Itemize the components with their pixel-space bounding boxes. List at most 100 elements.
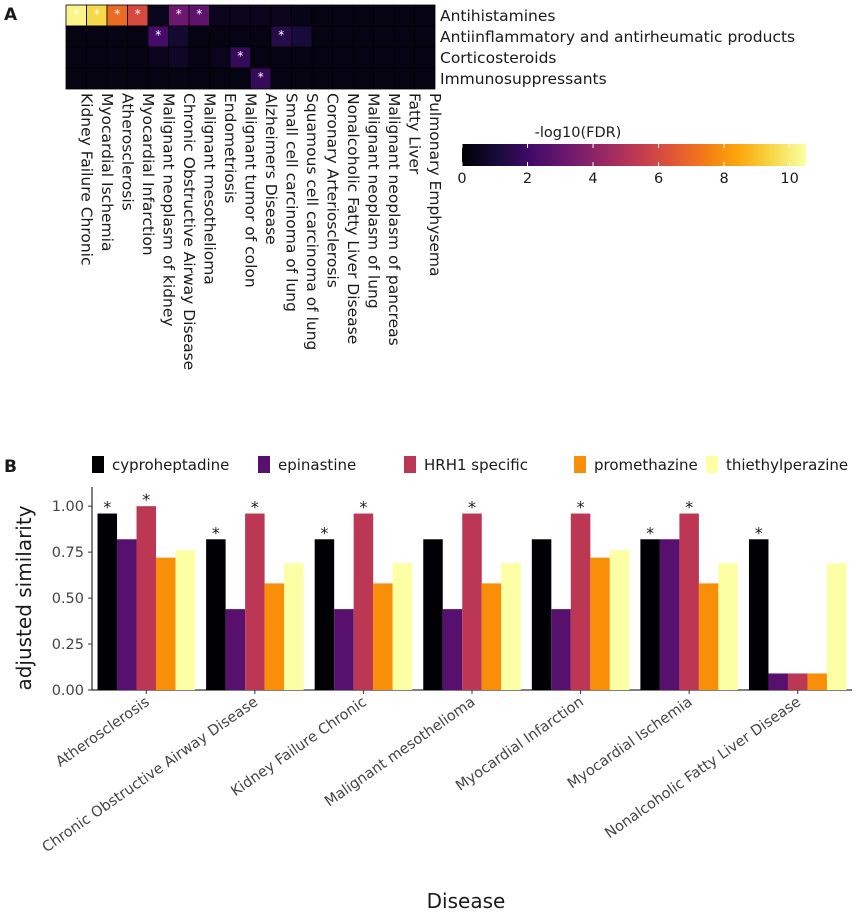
bar [768,673,788,690]
heatmap-cell [332,67,354,90]
legend-swatch [404,456,416,473]
heatmap-cell [106,67,128,90]
y-tick-label: 1.00 [52,499,84,515]
significance-star: * [278,28,284,42]
bar [748,539,769,690]
significance-star: * [646,523,654,542]
heatmap-column-label: Coronary Arteriosclerosis [323,93,341,288]
heatmap-cell [414,25,436,48]
significance-star: * [685,498,693,517]
heatmap-cell [209,46,231,69]
significance-star: * [94,7,100,21]
heatmap-cell [188,25,210,48]
legend-label: epinastine [278,456,356,474]
bar [826,563,847,690]
bar [698,583,719,690]
panel-a-label: A [4,5,18,25]
heatmap-row-label: Immunosuppressants [440,70,607,88]
heatmap-cell [414,4,436,27]
significance-star: * [258,70,264,84]
heatmap-column-labels: Kidney Failure Chronic Myocardial Ischemi… [77,93,444,370]
bar [659,539,680,690]
heatmap-cell [147,46,169,69]
heatmap-cell [188,67,210,90]
y-tick-label: 0.75 [52,545,84,561]
heatmap-cell [209,4,231,27]
significance-star: * [142,490,150,509]
bar [314,539,335,690]
heatmap-cell [127,67,149,90]
colorbar [462,144,806,166]
bar [353,513,374,690]
heatmap-cell [291,4,313,27]
significance-star: * [577,498,585,517]
heatmap-column-label: Malignant neoplasm of lung [364,93,382,309]
heatmap-cell [270,4,292,27]
bar [787,673,808,690]
significance-star: * [176,7,182,21]
significance-star: * [212,523,220,542]
heatmap-column-label: Myocardial Ischemia [98,93,116,251]
heatmap-cell [270,67,292,90]
significance-star: * [155,28,161,42]
heatmap-cell [188,46,210,69]
bar [423,539,443,690]
legend-swatch [92,456,104,473]
heatmap-row-label: Antihistamines [440,7,555,25]
bar [245,513,265,690]
colorbar-tick-label: 10 [780,171,798,187]
bar [225,609,246,690]
heatmap-cell [332,46,354,69]
y-tick-label: 0.50 [52,591,84,607]
heatmap-cell [250,4,272,27]
bar [117,539,137,690]
legend-swatch [574,456,586,473]
heatmap-column-label: Endometriosis [221,93,239,203]
heatmap-cell [414,46,436,69]
heatmap-cell [106,46,128,69]
significance-star: * [135,7,141,21]
legend-swatch [258,456,270,473]
heatmap-cell [168,67,190,90]
y-axis-title: adjusted similarity [12,505,36,690]
x-tick-label: Atherosclerosis [53,694,152,770]
heatmap-row-labels: Antihistamines Antiinflammatory and antir… [440,7,795,88]
heatmap-cell [168,46,190,69]
significance-star: * [755,523,763,542]
bar [481,583,502,690]
heatmap-cell [393,25,415,48]
bar [264,583,285,690]
bar [531,539,552,690]
significance-star: * [73,7,79,21]
bar [462,513,482,690]
significance-star: * [251,498,259,517]
significance-star: * [103,498,111,517]
bars: * * * * * * * * * * * [97,490,847,690]
heatmap-cell [311,46,333,69]
significance-star: * [114,7,120,21]
colorbar-tick-label: 8 [719,171,728,187]
significance-star: * [196,7,202,21]
heatmap-cell [168,25,190,48]
bar [373,583,393,690]
bar [679,513,699,690]
heatmap-cell [352,25,374,48]
bar [551,609,571,690]
heatmap-column-label: Small cell carcinoma of lung [282,93,300,312]
bar [501,563,521,690]
y-tick-label: 0.00 [52,683,84,699]
legend-label: cyproheptadine [112,456,229,474]
heatmap-column-label: Alzheimers Disease [262,93,280,245]
legend-swatch [706,456,718,473]
heatmap-row-label: Antiinflammatory and antirheumatic produ… [440,28,795,46]
heatmap-cell [311,25,333,48]
colorbar-title: -log10(FDR) [535,125,622,141]
heatmap-cell [414,67,436,90]
bar [206,539,226,690]
heatmap-cell [373,4,395,27]
heatmap-cell [393,67,415,90]
heatmap-cell [332,4,354,27]
panel-b-label: B [4,457,17,477]
significance-star: * [320,523,328,542]
